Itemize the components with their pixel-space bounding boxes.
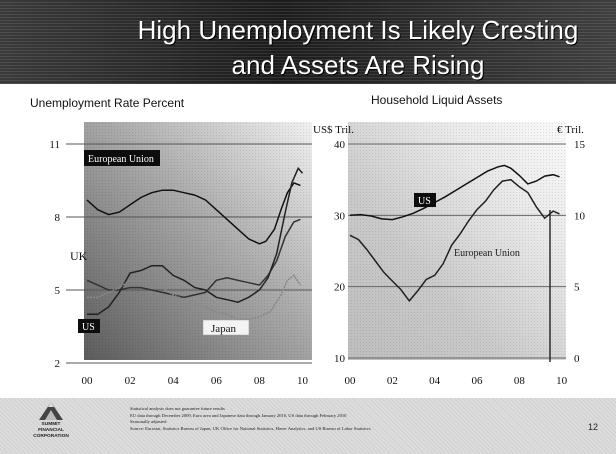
left-panel-title: Unemployment Rate Percent bbox=[30, 96, 185, 110]
left-x-tick-label: 06 bbox=[211, 375, 223, 387]
left-y-tick-label: 2 bbox=[55, 358, 61, 370]
slide-title-line-1: High Unemployment Is Likely Cresting bbox=[137, 15, 579, 45]
us-left-label-text: US bbox=[82, 322, 95, 333]
footnote-seasonal: Seasonally adjusted bbox=[130, 419, 167, 424]
eu-label-box bbox=[84, 150, 160, 166]
right-y-left-tick-label: 10 bbox=[334, 353, 346, 365]
right-y-left-tick-label: 20 bbox=[334, 282, 346, 294]
right-series-line-us bbox=[349, 164, 560, 221]
footnote-source: Source: Eurostat, Statistics Bureau of J… bbox=[130, 425, 371, 431]
left-x-tick-label: 10 bbox=[297, 375, 309, 387]
summit-mountain-icon bbox=[39, 402, 63, 420]
title-banner bbox=[0, 0, 616, 84]
right-x-tick-label: 10 bbox=[556, 375, 568, 387]
eur-tril-axis-label: € Tril. bbox=[557, 124, 584, 136]
left-y-tick-label: 8 bbox=[55, 212, 61, 224]
right-x-tick-label: 04 bbox=[429, 375, 441, 387]
right-panel-title: Household Liquid Assets bbox=[371, 93, 503, 107]
right-x-tick-label: 08 bbox=[514, 375, 526, 387]
footnote-data-coverage: EU data through December 2009, Euro area… bbox=[130, 412, 347, 418]
us-left-label-box bbox=[78, 319, 100, 333]
japan-label-text: Japan bbox=[211, 323, 237, 335]
right-y-left-tick-label: 40 bbox=[334, 139, 346, 151]
footnote-disclaimer: Statistical analysis does not guarantee … bbox=[130, 406, 225, 411]
right-y-left-tick-label: 30 bbox=[334, 210, 346, 222]
left-x-tick-label: 02 bbox=[125, 375, 136, 387]
left-x-tick-label: 00 bbox=[82, 375, 94, 387]
left-x-tick-label: 08 bbox=[254, 375, 266, 387]
us-right-label-box bbox=[414, 193, 436, 207]
logo-text-line-3: CORPORATION bbox=[33, 434, 69, 439]
right-x-tick-label: 00 bbox=[345, 375, 357, 387]
logo-text-line-2: FINANCIAL bbox=[38, 428, 64, 433]
left-y-tick-label: 5 bbox=[55, 285, 61, 297]
left-x-tick-label: 04 bbox=[168, 375, 180, 387]
left-series-line-uk bbox=[86, 218, 301, 299]
right-y-right-tick-label: 5 bbox=[574, 282, 580, 294]
left-series-line-european-union bbox=[86, 181, 301, 245]
right-x-tick-label: 06 bbox=[471, 375, 483, 387]
left-series-line-japan bbox=[87, 274, 302, 320]
us-tril-axis-label: US$ Tril. bbox=[313, 124, 354, 136]
eu-label-text: European Union bbox=[88, 154, 154, 165]
left-series-line-us bbox=[87, 166, 304, 316]
page-number: 12 bbox=[588, 422, 599, 432]
eu-right-label-text: European Union bbox=[454, 248, 520, 259]
right-x-tick-label: 02 bbox=[387, 375, 398, 387]
uk-label-text: UK bbox=[70, 249, 88, 263]
chart-area: 2 5 8 11 00 02 04 06 08 10 10 20 30 40 0 5 10 15 00 02 04 06 0… bbox=[49, 122, 586, 387]
left-y-tick-label: 11 bbox=[49, 139, 60, 151]
right-series-line-european-union bbox=[349, 178, 560, 303]
footer-band bbox=[0, 398, 616, 454]
japan-label-box bbox=[202, 319, 250, 336]
logo-text-line-1: SUMMIT bbox=[41, 422, 61, 427]
us-right-label-text: US bbox=[418, 196, 431, 207]
right-y-right-tick-label: 0 bbox=[574, 353, 580, 365]
right-y-right-tick-label: 15 bbox=[574, 139, 586, 151]
slide-title-line-2: and Assets Are Rising bbox=[231, 50, 485, 80]
right-y-right-tick-label: 10 bbox=[574, 210, 586, 222]
right-plot-texture bbox=[348, 122, 566, 360]
